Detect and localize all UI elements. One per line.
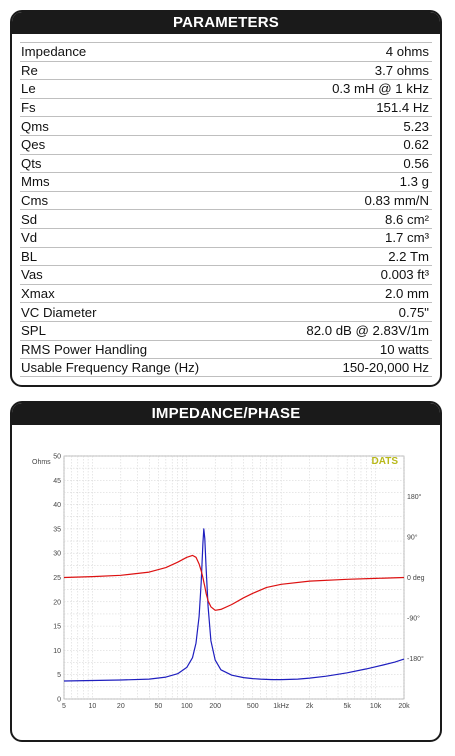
parameter-row: BL 2.2 Tm	[20, 246, 432, 266]
y-left-tick-label: 35	[53, 526, 61, 533]
x-tick-label: 2k	[306, 703, 314, 710]
parameter-value: 2.0 mm	[385, 286, 429, 302]
parameter-label: Vd	[21, 230, 38, 246]
y-left-tick-label: 30	[53, 551, 61, 558]
x-tick-label: 10k	[370, 703, 382, 710]
parameter-value: 10 watts	[379, 341, 429, 357]
parameter-label: Mms	[21, 174, 50, 190]
x-tick-label: 20	[117, 703, 125, 710]
parameter-label: Sd	[21, 211, 38, 227]
parameter-row: VC Diameter 0.75"	[20, 302, 432, 321]
x-tick-label: 1kHz	[273, 703, 289, 710]
parameter-row: Vas 0.003 ft³	[20, 265, 432, 284]
y-left-tick-label: 20	[53, 599, 61, 606]
parameter-row: Cms 0.83 mm/N	[20, 190, 432, 210]
parameter-row: RMS Power Handling 10 watts	[20, 339, 432, 359]
parameter-value: 0.3 mH @ 1 kHz	[332, 81, 429, 97]
parameter-label: SPL	[21, 323, 46, 339]
parameters-table: Impedance 4 ohms Re 3.7 ohms Le 0.3 mH @ 1 kH…	[20, 42, 432, 377]
parameter-label: Re	[21, 62, 38, 78]
y-right-tick-label: 0 deg	[407, 575, 425, 582]
parameter-value: 1.7 cm³	[385, 230, 429, 246]
y-left-tick-label: 45	[53, 478, 61, 485]
parameter-value: 0.56	[403, 155, 429, 171]
parameters-header: PARAMETERS	[12, 12, 440, 34]
parameter-row: Vd 1.7 cm³	[20, 227, 432, 247]
parameter-label: Vas	[21, 267, 43, 283]
y-left-tick-label: 25	[53, 575, 61, 582]
y-left-tick-label: 15	[53, 624, 61, 631]
x-tick-label: 500	[247, 703, 259, 710]
parameter-value: 151.4 Hz	[376, 100, 429, 116]
x-tick-label: 50	[154, 703, 162, 710]
parameter-value: 1.3 g	[399, 174, 429, 190]
x-tick-label: 5	[62, 703, 66, 710]
parameter-label: RMS Power Handling	[21, 341, 148, 357]
parameter-value: 0.003 ft³	[380, 267, 429, 283]
impedance-series-line	[63, 528, 405, 682]
y-right-tick-label: 90°	[407, 534, 418, 542]
phase-series-line	[63, 554, 405, 611]
parameter-value: 5.23	[403, 118, 429, 134]
parameter-row: Qms 5.23	[20, 116, 432, 135]
parameter-value: 82.0 dB @ 2.83V/1m	[306, 323, 429, 339]
dats-logo: DATS	[372, 456, 399, 467]
parameter-row: Re 3.7 ohms	[20, 60, 432, 80]
y-left-axis-label: Ohms	[32, 459, 51, 466]
y-right-tick-label: 180°	[407, 493, 422, 501]
parameter-label: Fs	[21, 100, 36, 116]
parameters-panel: PARAMETERS Impedance 4 ohms Re 3.7 ohms Le 0.…	[10, 10, 442, 387]
y-left-tick-label: 50	[53, 454, 61, 461]
parameter-row: SPL 82.0 dB @ 2.83V/1m	[20, 320, 432, 340]
parameter-label: Qes	[21, 137, 46, 153]
parameter-label: Qms	[21, 118, 49, 134]
parameter-value: 0.62	[403, 137, 429, 153]
parameter-row: Impedance 4 ohms	[20, 42, 432, 61]
parameter-row: Usable Frequency Range (Hz) 150-20,000 Hz	[20, 358, 432, 377]
parameter-row: Le 0.3 mH @ 1 kHz	[20, 79, 432, 98]
parameter-label: VC Diameter	[21, 304, 97, 320]
parameter-value: 0.83 mm/N	[364, 193, 430, 209]
parameter-row: Mms 1.3 g	[20, 172, 432, 191]
parameter-value: 3.7 ohms	[374, 62, 429, 78]
parameter-value: 150-20,000 Hz	[342, 359, 429, 375]
parameter-label: Le	[21, 81, 36, 97]
parameter-row: Qts 0.56	[20, 153, 432, 173]
parameter-label: Usable Frequency Range (Hz)	[21, 359, 200, 375]
parameter-value: 8.6 cm²	[385, 211, 429, 227]
parameter-row: Xmax 2.0 mm	[20, 283, 432, 303]
parameter-value: 2.2 Tm	[388, 248, 429, 264]
x-tick-label: 100	[181, 703, 193, 710]
y-left-tick-label: 40	[53, 502, 61, 509]
y-left-tick-label: 5	[57, 672, 61, 679]
parameter-row: Sd 8.6 cm²	[20, 209, 432, 228]
y-right-tick-label: -90°	[407, 615, 420, 623]
parameter-value: 4 ohms	[385, 44, 429, 60]
parameter-label: Xmax	[21, 286, 55, 302]
parameter-label: Qts	[21, 155, 42, 171]
x-tick-label: 5k	[343, 703, 351, 710]
parameter-label: BL	[21, 248, 38, 264]
parameter-value: 0.75"	[398, 304, 429, 320]
x-tick-label: 200	[209, 703, 221, 710]
impedance-phase-header: IMPEDANCE/PHASE	[12, 403, 440, 425]
parameter-label: Impedance	[21, 44, 87, 60]
x-tick-label: 20k	[398, 703, 410, 710]
y-right-tick-label: -180°	[407, 655, 424, 663]
parameter-label: Cms	[21, 193, 49, 209]
parameter-row: Fs 151.4 Hz	[20, 97, 432, 117]
impedance-phase-panel: IMPEDANCE/PHASE 0 5 10 15 20 25 30 35 40 45 50 Ohms…	[10, 401, 442, 742]
x-tick-label: 10	[89, 703, 97, 710]
parameter-row: Qes 0.62	[20, 134, 432, 154]
y-left-tick-label: 10	[53, 648, 61, 655]
y-left-tick-label: 0	[57, 697, 61, 704]
